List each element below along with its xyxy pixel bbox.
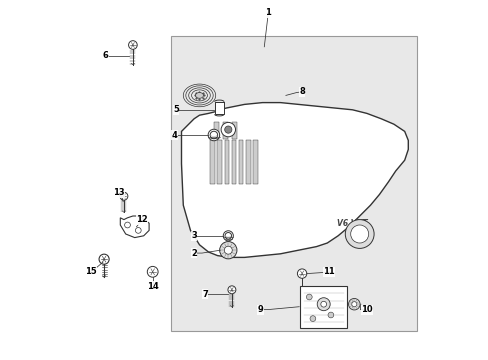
Bar [223, 122, 228, 139]
Bar [239, 140, 243, 184]
Circle shape [128, 41, 137, 49]
Text: 3: 3 [191, 231, 197, 240]
Bar [213, 122, 219, 139]
Circle shape [306, 294, 311, 300]
Circle shape [124, 222, 130, 228]
Circle shape [208, 129, 219, 141]
Bar [231, 122, 237, 139]
Bar [300, 286, 346, 328]
Text: 15: 15 [84, 267, 96, 276]
Text: 12: 12 [136, 215, 147, 224]
Circle shape [135, 228, 141, 233]
Circle shape [120, 192, 127, 200]
Circle shape [224, 126, 231, 133]
Circle shape [297, 269, 306, 278]
Circle shape [147, 266, 158, 277]
Circle shape [327, 312, 333, 318]
Bar [210, 140, 214, 184]
Bar [231, 140, 236, 184]
Circle shape [345, 220, 373, 248]
Circle shape [351, 302, 356, 307]
Bar [214, 102, 224, 114]
Text: 2: 2 [191, 248, 197, 258]
Circle shape [99, 254, 109, 264]
Bar [170, 36, 416, 331]
Bar [246, 140, 250, 184]
Circle shape [224, 246, 232, 254]
Ellipse shape [195, 93, 203, 98]
Bar [253, 140, 257, 184]
Circle shape [223, 231, 233, 241]
Text: 8: 8 [299, 87, 305, 96]
Circle shape [350, 225, 368, 243]
Circle shape [320, 301, 326, 307]
Polygon shape [181, 103, 407, 257]
Text: 9: 9 [257, 305, 263, 314]
Polygon shape [120, 216, 149, 238]
Circle shape [227, 286, 235, 294]
Circle shape [219, 242, 237, 259]
Circle shape [317, 298, 329, 311]
Text: 4: 4 [171, 130, 177, 139]
Circle shape [348, 298, 359, 310]
Text: 10: 10 [360, 305, 372, 314]
Text: 11: 11 [323, 267, 334, 276]
Circle shape [210, 131, 217, 139]
Bar [224, 140, 228, 184]
Circle shape [221, 122, 235, 137]
Text: V6 VVT: V6 VVT [336, 219, 367, 228]
Text: 1: 1 [264, 8, 270, 17]
Text: 13: 13 [113, 188, 125, 197]
Text: 7: 7 [202, 289, 207, 299]
Text: 14: 14 [146, 282, 158, 291]
Circle shape [309, 316, 315, 321]
Circle shape [224, 233, 231, 239]
Text: 5: 5 [173, 105, 179, 114]
Text: 6: 6 [103, 51, 109, 60]
Bar [217, 140, 222, 184]
